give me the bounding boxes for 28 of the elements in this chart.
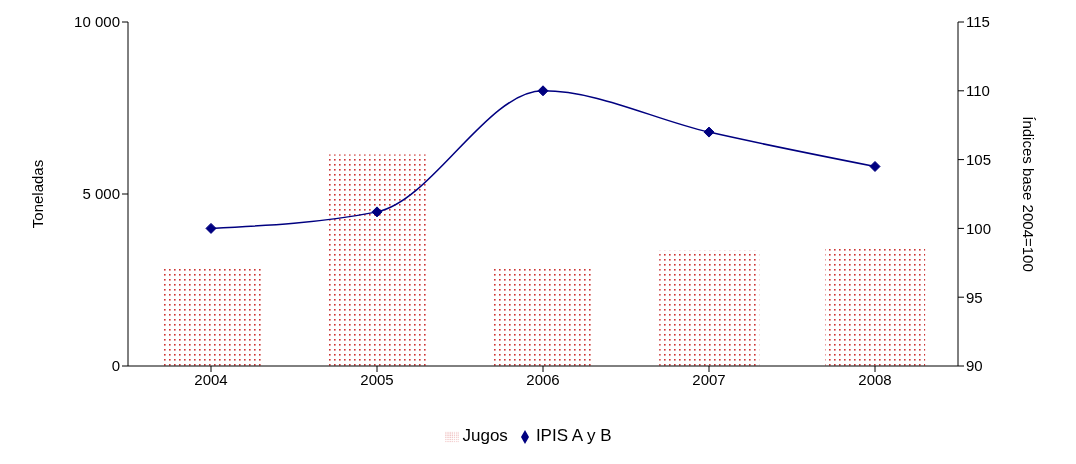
- bar: [161, 266, 262, 366]
- y2-tick-label: 105: [966, 150, 992, 168]
- y2-tick-label: 115: [966, 13, 990, 31]
- point: [371, 206, 383, 218]
- point: [703, 126, 715, 138]
- y2-tick-label: 90: [966, 357, 983, 375]
- y-tick-label: 0: [111, 357, 120, 375]
- x-tick-label: 2005: [360, 370, 394, 388]
- point: [869, 160, 881, 172]
- y-tick-label: 10 000: [74, 13, 120, 31]
- x-tick-label: 2008: [858, 370, 892, 388]
- bar: [327, 154, 428, 366]
- y2-axis-title: Índices base 2004=100: [1019, 116, 1037, 272]
- x-tick-label: 2004: [194, 370, 228, 388]
- y-axis-title: Toneladas: [29, 159, 47, 229]
- y2-tick-label: 95: [966, 288, 983, 306]
- y2-tick-label: 100: [966, 219, 992, 237]
- legend-label: Jugos: [462, 426, 508, 445]
- bar: [493, 266, 594, 366]
- legend-label: IPIS A y B: [535, 426, 612, 445]
- point: [537, 85, 549, 97]
- y2-tick-label: 110: [966, 82, 990, 100]
- point: [205, 222, 217, 234]
- x-tick-label: 2006: [526, 370, 560, 388]
- bar: [659, 250, 760, 366]
- bar: [825, 246, 926, 366]
- y-tick-label: 5 000: [82, 185, 120, 203]
- x-tick-label: 2007: [692, 370, 726, 388]
